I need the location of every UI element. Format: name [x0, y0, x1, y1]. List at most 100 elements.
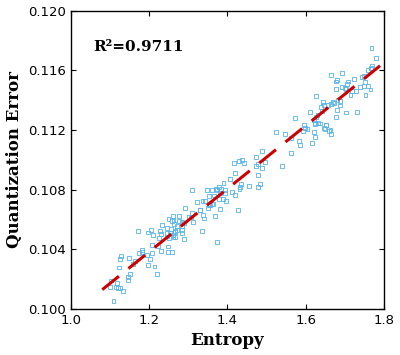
- Point: [300, 128, 306, 133]
- Point: [336, 103, 343, 108]
- Point: [234, 207, 241, 213]
- Point: [208, 187, 215, 193]
- Point: [365, 67, 371, 73]
- Point: [306, 109, 313, 115]
- Point: [333, 114, 339, 120]
- Text: R²=0.9711: R²=0.9711: [93, 40, 183, 54]
- Point: [135, 229, 141, 234]
- Point: [197, 207, 203, 213]
- Point: [108, 278, 114, 283]
- Point: [170, 217, 177, 223]
- Point: [367, 87, 374, 92]
- Point: [216, 196, 222, 202]
- Point: [198, 228, 205, 234]
- Point: [200, 212, 206, 217]
- Point: [279, 163, 286, 169]
- Point: [213, 186, 219, 192]
- Point: [182, 206, 188, 211]
- Point: [189, 187, 196, 193]
- Point: [165, 244, 171, 249]
- Point: [110, 298, 117, 304]
- Point: [149, 250, 156, 256]
- Point: [172, 234, 179, 239]
- Point: [332, 79, 339, 84]
- Point: [313, 93, 320, 99]
- Point: [362, 79, 368, 84]
- Point: [150, 233, 156, 238]
- Point: [130, 261, 136, 267]
- Point: [172, 228, 178, 233]
- Point: [167, 230, 173, 236]
- Point: [320, 99, 326, 105]
- Point: [222, 190, 228, 196]
- Point: [262, 159, 268, 165]
- Point: [354, 109, 360, 115]
- Point: [149, 242, 156, 247]
- Point: [117, 253, 124, 259]
- Point: [190, 219, 196, 225]
- Point: [155, 243, 162, 248]
- Point: [222, 187, 228, 193]
- Point: [328, 72, 334, 78]
- Point: [125, 274, 132, 280]
- Point: [372, 55, 379, 61]
- Point: [120, 288, 126, 293]
- Point: [164, 249, 171, 255]
- Point: [169, 249, 175, 255]
- Point: [253, 163, 259, 169]
- Point: [343, 110, 350, 115]
- Point: [331, 100, 338, 106]
- Point: [159, 222, 166, 228]
- Point: [369, 63, 376, 69]
- Point: [352, 88, 359, 93]
- Point: [151, 264, 158, 269]
- Point: [321, 102, 327, 108]
- Point: [368, 45, 375, 50]
- Point: [125, 277, 131, 283]
- Point: [322, 122, 329, 128]
- Point: [200, 216, 207, 222]
- Point: [166, 235, 172, 241]
- Point: [144, 252, 150, 258]
- Point: [170, 214, 176, 219]
- Point: [199, 198, 206, 203]
- Point: [237, 184, 243, 190]
- Point: [304, 126, 311, 132]
- Point: [211, 193, 218, 198]
- Point: [301, 122, 307, 128]
- Point: [236, 187, 243, 192]
- Point: [288, 151, 294, 156]
- Point: [112, 284, 119, 290]
- Point: [165, 216, 172, 222]
- Point: [171, 221, 177, 226]
- Point: [246, 183, 252, 189]
- Point: [116, 265, 122, 271]
- Point: [178, 230, 185, 236]
- Point: [255, 161, 262, 167]
- Point: [114, 280, 120, 286]
- Point: [174, 223, 180, 229]
- Point: [170, 234, 177, 240]
- Point: [292, 115, 298, 120]
- Point: [206, 202, 213, 208]
- Point: [170, 232, 176, 238]
- Point: [325, 103, 331, 108]
- Point: [146, 256, 153, 262]
- Point: [136, 250, 142, 256]
- Point: [157, 228, 163, 234]
- Point: [168, 226, 175, 232]
- Point: [164, 225, 170, 231]
- Point: [139, 247, 146, 253]
- Point: [202, 198, 209, 204]
- Point: [368, 66, 374, 71]
- Point: [239, 157, 246, 163]
- Point: [178, 219, 185, 225]
- Point: [231, 160, 238, 166]
- Point: [227, 176, 233, 182]
- Point: [344, 81, 350, 87]
- Point: [312, 120, 318, 126]
- Point: [334, 107, 340, 113]
- Point: [210, 201, 216, 207]
- Point: [216, 184, 222, 190]
- Point: [296, 138, 302, 144]
